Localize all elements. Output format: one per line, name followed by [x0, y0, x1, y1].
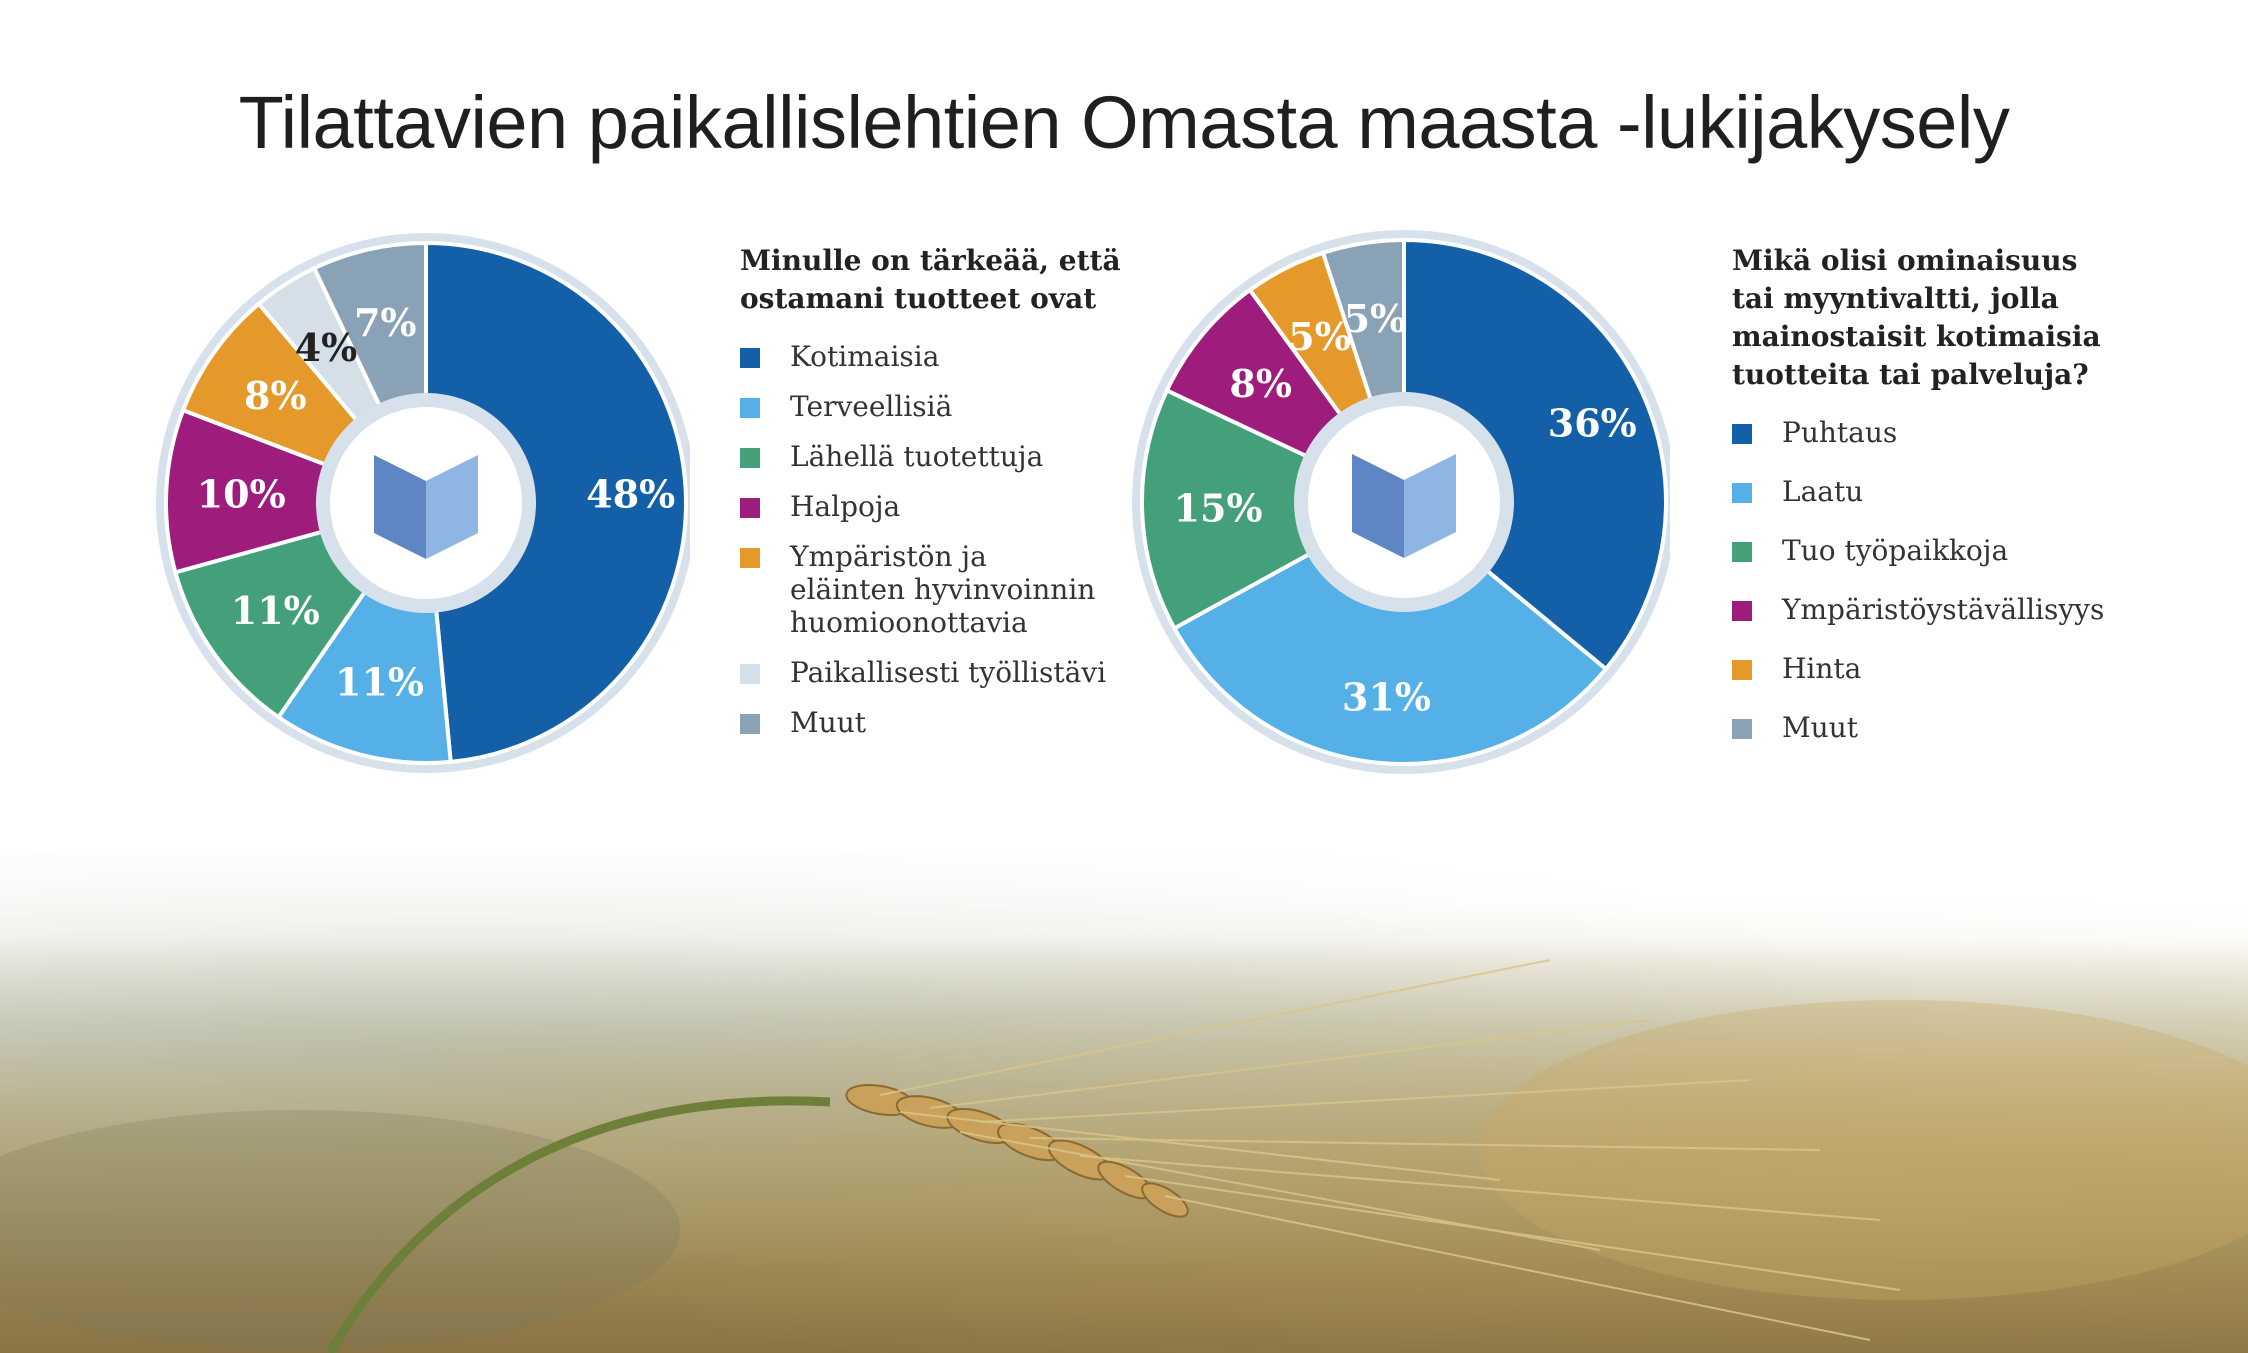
pie-slice: [1140, 387, 1409, 631]
open-book-icon: [1352, 454, 1456, 558]
legend-title: Minulle on tärkeää, että ostamani tuotte…: [740, 244, 1121, 315]
legend-item-ymparistoystavallisyys: Ympäristöystävällisyys: [1732, 593, 2152, 626]
legend-swatch: [740, 498, 760, 518]
slice-value-label: 5%: [1344, 296, 1407, 341]
legend-label: Laatu: [1782, 475, 1864, 508]
legend-item-ympariston: Ympäristön ja eläinten hyvinvoinnin huom…: [740, 540, 1140, 639]
slice-value-label: 15%: [1174, 485, 1263, 530]
slice-value-label: 11%: [231, 588, 320, 633]
legend-swatch: [740, 548, 760, 568]
pie-chart-important-products: 48% 11% 11% 10% 8%4%7%: [156, 233, 690, 773]
wheat-ear-illustration: [0, 959, 2248, 1353]
legend-chart-1: Minulle on tärkeää, että ostamani tuotte…: [740, 242, 1140, 756]
legend-label: Tuo työpaikkoja: [1782, 534, 2009, 567]
slice-value-label: 4%: [295, 325, 358, 370]
legend-swatch: [740, 448, 760, 468]
legend-item-muut: Muut: [1732, 711, 2152, 744]
open-book-icon: [374, 455, 478, 559]
legend-label: Muut: [790, 706, 866, 739]
legend-title: Mikä olisi ominaisuus tai myyntivaltti, …: [1732, 244, 2101, 391]
legend-swatch: [740, 664, 760, 684]
legend-label: Ympäristön ja eläinten hyvinvoinnin huom…: [790, 540, 1096, 639]
legend-swatch: [1732, 424, 1752, 444]
slice-value-label: 11%: [335, 660, 424, 705]
legend-item-terveellisia: Terveellisiä: [740, 390, 1140, 423]
legend-item-lahella-tuotettuja: Lähellä tuotettuja: [740, 440, 1140, 473]
page-title: Tilattavien paikallislehtien Omasta maas…: [238, 81, 2010, 164]
legend-swatch: [1732, 660, 1752, 680]
slice-value-label: 5%: [1288, 314, 1351, 359]
pie-slice: [1171, 499, 1609, 766]
legend-swatch: [1732, 601, 1752, 621]
slice-value-label: 8%: [1229, 361, 1292, 406]
legend-item-muut: Muut: [740, 706, 1140, 739]
pie-chart-selling-points: 36%31%15%8%5%5%: [1132, 230, 1670, 774]
legend-label: Paikallisesti työllistävi: [790, 656, 1107, 689]
legend-swatch: [740, 714, 760, 734]
pie-slice: [164, 407, 433, 575]
legend-item-puhtaus: Puhtaus: [1732, 416, 2152, 449]
slice-value-label: 36%: [1548, 400, 1637, 445]
legend-label: Muut: [1782, 711, 1858, 744]
legend-item-kotimaisia: Kotimaisia: [740, 340, 1140, 373]
legend-item-paikallisesti: Paikallisesti työllistävi: [740, 656, 1140, 689]
legend-swatch: [1732, 483, 1752, 503]
slice-value-label: 31%: [1342, 675, 1431, 720]
legend-item-hinta: Hinta: [1732, 652, 2152, 685]
slice-value-label: 48%: [586, 472, 675, 517]
pie-slice: [424, 240, 688, 765]
legend-item-laatu: Laatu: [1732, 475, 2152, 508]
slice-value-label: 10%: [197, 472, 286, 517]
legend-swatch: [740, 348, 760, 368]
legend-swatch: [740, 398, 760, 418]
legend-swatch: [1732, 719, 1752, 739]
legend-item-halpoja: Halpoja: [740, 490, 1140, 523]
slice-value-label: 8%: [244, 373, 307, 418]
legend-label: Puhtaus: [1782, 416, 1898, 449]
photo-fade: [0, 820, 2248, 960]
legend-item-tuo-tyopaikkoja: Tuo työpaikkoja: [1732, 534, 2152, 567]
legend-label: Kotimaisia: [790, 340, 940, 373]
legend-label: Hinta: [1782, 652, 1862, 685]
legend-chart-2: Mikä olisi ominaisuus tai myyntivaltti, …: [1732, 242, 2152, 770]
slice-value-label: 7%: [354, 300, 417, 345]
legend-label: Halpoja: [790, 490, 901, 523]
legend-label: Ympäristöystävällisyys: [1782, 593, 2105, 626]
legend-label: Lähellä tuotettuja: [790, 440, 1044, 473]
legend-swatch: [1732, 542, 1752, 562]
pie-slice: [1402, 237, 1668, 672]
legend-label: Terveellisiä: [790, 390, 953, 423]
